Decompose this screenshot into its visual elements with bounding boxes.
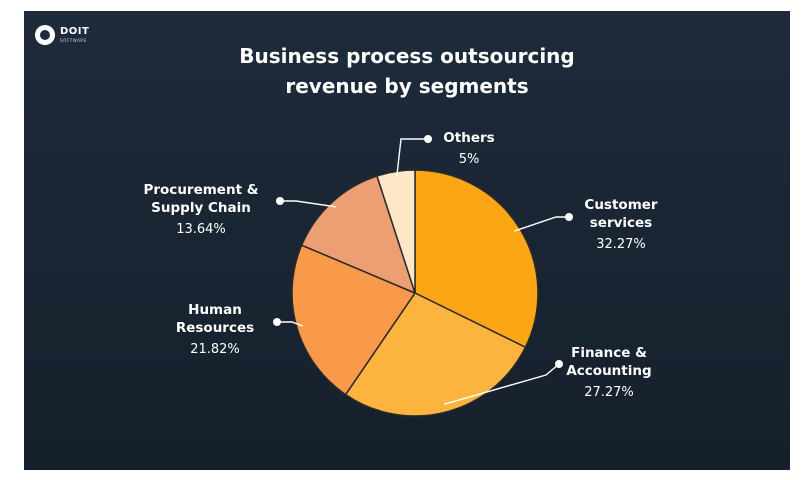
slice-value-human-resources: 21.82% (190, 342, 240, 357)
slice-label-procurement-supply-chain: Procurement & Supply Chain (143, 182, 259, 216)
leader-dot-others (424, 135, 432, 143)
pie-chart (273, 135, 573, 417)
slice-label-finance-accounting: Finance & Accounting (566, 345, 652, 379)
slice-label-human-resources: Human Resources (175, 302, 255, 336)
infographic-card: DOIT SOFTWARE Business process outsourci… (24, 11, 790, 470)
logo-text: DOIT (60, 26, 90, 37)
slice-value-customer-services: 32.27% (596, 237, 646, 252)
slice-label-customer-services: Customer services (584, 197, 658, 231)
leader-line-customer-services (514, 216, 569, 232)
pie-slice-finance-accounting (344, 292, 527, 417)
leader-line-others (396, 138, 428, 178)
leader-line-procurement-supply-chain (280, 200, 337, 208)
chart-title-line-2: revenue by segments (285, 74, 529, 98)
chart-title: Business process outsourcing revenue by … (24, 41, 790, 101)
slice-value-procurement-supply-chain: 13.64% (176, 222, 226, 237)
leader-dot-customer-services (565, 213, 573, 221)
leader-line-human-resources (277, 321, 303, 327)
pie-slice-human-resources (291, 244, 416, 396)
pie-slice-others (376, 169, 416, 294)
chart-title-line-1: Business process outsourcing (239, 44, 575, 68)
slice-value-finance-accounting: 27.27% (584, 385, 634, 400)
slice-value-others: 5% (458, 152, 480, 167)
leader-dot-procurement-supply-chain (276, 197, 284, 205)
leader-dot-human-resources (273, 318, 281, 326)
pie-slice-customer-services (414, 169, 539, 348)
brand-logo: DOIT SOFTWARE (35, 23, 115, 49)
logo-circle-icon (35, 25, 55, 45)
leader-dot-finance-accounting (555, 360, 563, 368)
slice-label-others: Others (443, 130, 495, 146)
leader-line-finance-accounting (444, 363, 560, 405)
logo-subtext: SOFTWARE (60, 38, 87, 43)
